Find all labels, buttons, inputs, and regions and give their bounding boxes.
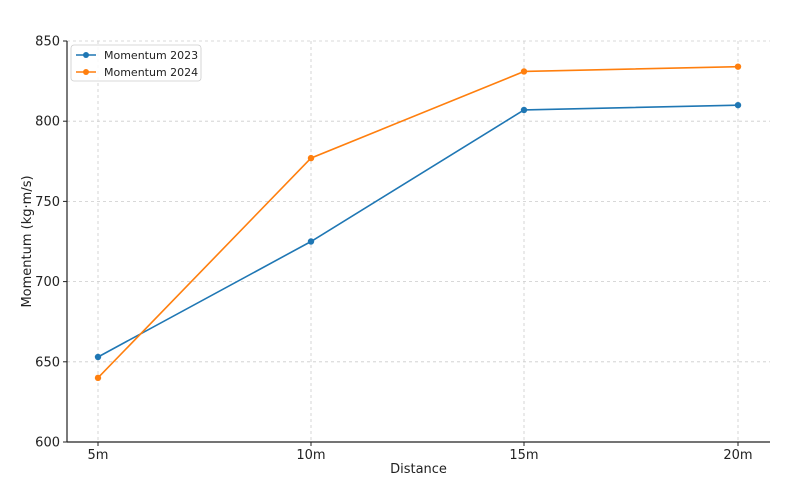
- x-axis-ticks: 5m 10m 15m 20m: [88, 442, 753, 463]
- data-point: [734, 101, 742, 109]
- data-point: [94, 374, 102, 382]
- series-line: [97, 104, 739, 358]
- series-line: [97, 65, 739, 379]
- y-tick-label: 850: [35, 35, 60, 50]
- data-point: [307, 154, 315, 162]
- x-tick-label: 10m: [296, 448, 325, 463]
- y-axis-ticks: 600 650 700 750 800 850: [35, 35, 67, 451]
- x-tick-label: 20m: [723, 448, 752, 463]
- series-momentum-2024: [94, 63, 742, 382]
- y-tick-label: 650: [35, 355, 60, 370]
- y-axis-label: Momentum (kg·m/s): [20, 175, 35, 307]
- data-point: [734, 63, 742, 70]
- data-series: [94, 63, 742, 382]
- y-tick-label: 600: [35, 436, 60, 451]
- legend-box: [70, 44, 202, 82]
- data-point: [520, 68, 528, 75]
- legend-item: Momentum 2024: [76, 66, 198, 79]
- x-tick-label: 15m: [509, 448, 538, 463]
- data-point: [520, 106, 528, 114]
- legend-label: Momentum 2023: [104, 49, 198, 62]
- y-tick-label: 750: [35, 195, 60, 210]
- legend: Momentum 2023 Momentum 2024: [70, 44, 202, 82]
- legend-marker-swatch: [83, 52, 89, 58]
- x-axis-label: Distance: [390, 462, 447, 477]
- data-point: [307, 238, 315, 245]
- legend-label: Momentum 2024: [104, 66, 198, 79]
- axes: [66, 41, 770, 443]
- y-tick-label: 800: [35, 115, 60, 130]
- series-momentum-2023: [94, 101, 742, 361]
- data-point: [94, 353, 102, 361]
- y-tick-label: 700: [35, 275, 60, 290]
- x-tick-label: 5m: [88, 448, 109, 463]
- legend-item: Momentum 2023: [76, 49, 198, 62]
- legend-items: Momentum 2023 Momentum 2024: [76, 49, 198, 79]
- grid-lines: [67, 40, 770, 442]
- legend-marker-swatch: [83, 69, 89, 75]
